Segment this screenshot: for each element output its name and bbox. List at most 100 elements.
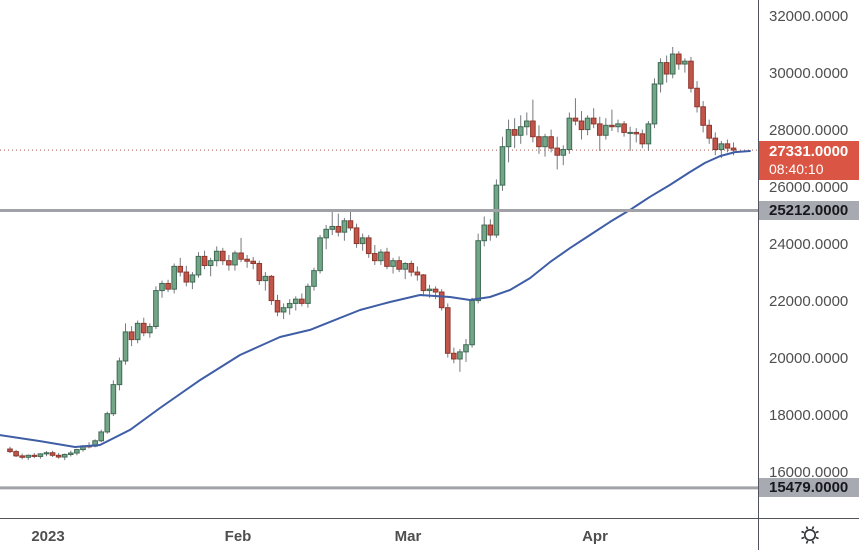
- candle-up: [110, 384, 117, 415]
- candle-down: [730, 147, 737, 151]
- candle-up: [524, 120, 530, 128]
- candle-down: [165, 282, 171, 290]
- price-tick-label: 28000.0000: [769, 122, 849, 139]
- candle-up: [651, 83, 658, 125]
- candle-up: [153, 290, 159, 327]
- candle-up: [426, 288, 433, 292]
- moving-average-line: [0, 150, 751, 448]
- candle-up: [329, 225, 336, 230]
- candle-up: [195, 255, 202, 276]
- candle-up: [505, 129, 512, 148]
- candle-down: [663, 62, 670, 75]
- candle-down: [451, 352, 457, 360]
- candle-up: [627, 131, 633, 134]
- price-tick-label: 32000.0000: [769, 8, 849, 25]
- chart-canvas[interactable]: [0, 0, 758, 518]
- current-price-badge: 27331.0000 08:40:10: [759, 140, 859, 180]
- candle-down: [621, 123, 627, 133]
- candle-down: [694, 87, 700, 108]
- candle-down: [177, 265, 184, 273]
- price-level-badge: 15479.0000: [759, 478, 859, 498]
- candle-up: [657, 62, 664, 85]
- candle-down: [244, 258, 250, 262]
- candle-up: [475, 240, 481, 302]
- price-level-badge: 25212.0000: [759, 200, 859, 220]
- candle-down: [724, 143, 731, 149]
- candle-up: [311, 270, 317, 287]
- candle-down: [55, 454, 62, 458]
- candle-down: [432, 288, 439, 293]
- price-tick-label: 24000.0000: [769, 235, 849, 253]
- candle-up: [469, 300, 475, 346]
- candle-up: [280, 307, 287, 313]
- gear-icon: [801, 526, 819, 544]
- candle-up: [682, 60, 688, 65]
- candle-down: [706, 124, 713, 139]
- candle-up: [481, 224, 488, 242]
- candle-down: [408, 263, 415, 273]
- candle-up: [262, 275, 269, 282]
- candle-down: [596, 123, 603, 136]
- candle-down: [396, 260, 402, 270]
- candle-down: [676, 53, 682, 65]
- candle-down: [590, 117, 597, 125]
- time-axis[interactable]: 2023 Feb Mar Apr: [0, 518, 859, 550]
- candle-up: [213, 250, 220, 262]
- candle-up: [645, 123, 652, 145]
- candle-up: [171, 265, 177, 290]
- candle-down: [633, 131, 640, 135]
- candle-down: [420, 274, 427, 292]
- candle-up: [122, 331, 129, 362]
- candle-up: [116, 360, 123, 386]
- candle-up: [463, 344, 469, 353]
- candle-down: [572, 117, 579, 122]
- candle-up: [499, 146, 506, 186]
- candle-up: [189, 274, 196, 283]
- candle-down: [238, 252, 244, 260]
- candle-down: [201, 255, 208, 267]
- candle-down: [414, 271, 421, 276]
- candle-up: [68, 452, 74, 455]
- settings-button[interactable]: [796, 522, 824, 548]
- price-tick-label: 26000.0000: [769, 178, 849, 196]
- candle-up: [584, 117, 591, 131]
- candle-down: [250, 260, 256, 265]
- candle-up: [43, 452, 50, 455]
- candle-up: [317, 237, 323, 272]
- time-axis-label: 2023: [31, 528, 65, 545]
- current-price-value: 27331.0000: [769, 142, 849, 160]
- candle-down: [548, 136, 554, 149]
- candle-down: [554, 147, 561, 156]
- candle-up: [542, 136, 548, 148]
- candle-up: [74, 449, 80, 454]
- price-tick-label: 18000.0000: [769, 406, 849, 424]
- candle-up: [37, 453, 44, 457]
- candlestick-chart[interactable]: [0, 0, 758, 518]
- price-tick-label: 22000.0000: [769, 292, 849, 310]
- candle-up: [457, 351, 463, 360]
- candle-down: [353, 227, 360, 245]
- time-axis-label: Feb: [224, 528, 252, 545]
- candle-up: [603, 124, 609, 136]
- candle-up: [323, 228, 329, 239]
- candle-down: [639, 133, 646, 145]
- price-tick-label: 30000.0000: [769, 65, 849, 82]
- candle-up: [98, 431, 105, 442]
- price-axis[interactable]: 27331.0000 08:40:10 32000.0000 30000.0000…: [758, 0, 859, 550]
- candle-down: [140, 322, 147, 334]
- candle-up: [341, 220, 348, 233]
- candle-down: [609, 124, 615, 128]
- candle-up: [61, 453, 68, 458]
- candle-down: [226, 260, 232, 266]
- candle-up: [104, 413, 111, 433]
- candle-down: [384, 251, 390, 267]
- candle-down: [31, 454, 38, 457]
- time-axis-label: Apr: [582, 528, 608, 545]
- candle-down: [578, 120, 585, 131]
- candle-up: [286, 302, 293, 309]
- candle-up: [134, 322, 141, 341]
- candle-down: [7, 448, 13, 453]
- candle-down: [49, 452, 56, 456]
- candle-up: [207, 260, 214, 267]
